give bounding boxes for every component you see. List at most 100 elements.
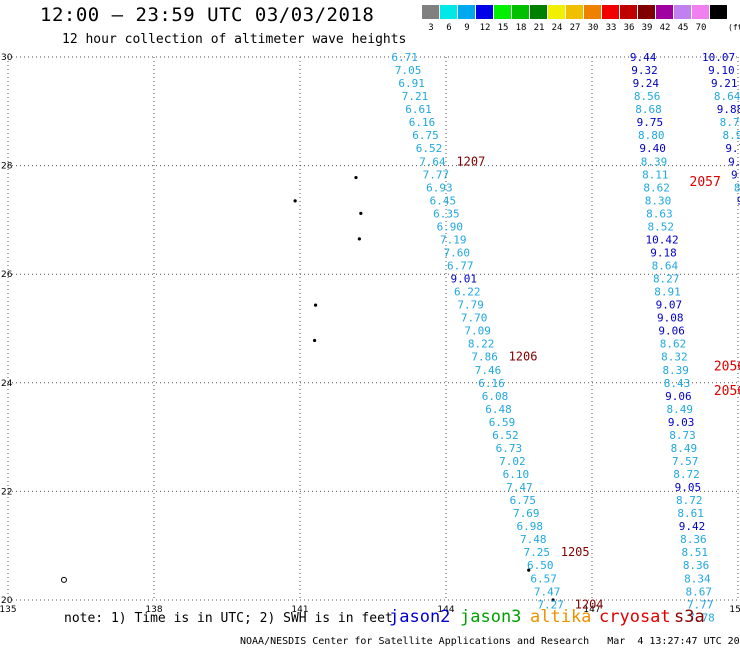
island-marker <box>313 303 318 307</box>
legend-label: 42 <box>659 23 671 33</box>
main-track-value: 6.48 <box>485 403 512 416</box>
far-right-track-value: 9.10 <box>708 64 735 77</box>
right-track-value: 9.75 <box>637 116 664 129</box>
satellite-label-cryosat: cryosat <box>599 607 671 627</box>
far-right-track-value: 9.21 <box>711 77 738 90</box>
right-track-value: 9.08 <box>657 312 684 325</box>
lat-tick-label: 24 <box>1 379 13 389</box>
main-track-value: 7.05 <box>395 64 422 77</box>
right-track-value: 7.78 <box>688 611 715 624</box>
legend-label: 3 <box>428 23 434 33</box>
island-marker <box>359 211 363 215</box>
main-track-value: 6.75 <box>510 494 537 507</box>
island-marker <box>313 338 317 343</box>
lat-tick-label: 20 <box>1 596 13 606</box>
right-track-value: 8.34 <box>684 572 711 585</box>
main-track-value: 6.08 <box>482 390 509 403</box>
right-track-value: 9.32 <box>631 64 658 77</box>
legend-swatch <box>692 5 710 19</box>
footer-note: note: 1) Time is in UTC; 2) SWH is in fe… <box>64 611 393 626</box>
legend-label: 24 <box>551 23 563 33</box>
lon-tick-label: 138 <box>145 605 162 615</box>
satellite-label-jason2: jason2 <box>389 607 451 627</box>
main-track-value: 6.57 <box>530 572 557 585</box>
main-track-value: 6.93 <box>426 181 453 194</box>
island-marker <box>354 175 358 180</box>
main-track-value: 6.52 <box>492 429 519 442</box>
right-track-value: 8.43 <box>664 377 691 390</box>
right-track-value: 8.39 <box>662 364 689 377</box>
legend-label: 33 <box>605 23 617 33</box>
main-track-value: 6.91 <box>398 77 425 90</box>
main-track-value: 6.61 <box>405 103 432 116</box>
main-track-value: 6.75 <box>412 129 439 142</box>
far-right-track-value: 8.64 <box>714 90 740 103</box>
main-track-value: 6.35 <box>433 207 460 220</box>
right-track-value: 8.39 <box>641 155 668 168</box>
right-track-value: 9.03 <box>668 416 695 429</box>
legend-swatch <box>674 5 692 19</box>
main-track-value: 7.47 <box>534 585 561 598</box>
lat-tick-label: 22 <box>1 487 12 497</box>
legend-label: 15 <box>497 23 509 33</box>
main-track-value: 6.52 <box>416 142 443 155</box>
far-right-track-value: 8.93 <box>722 129 740 142</box>
track-time-label: 1204 <box>575 597 604 611</box>
far-right-track-value: 9.25 <box>737 194 740 207</box>
right-track-value: 8.27 <box>653 273 680 286</box>
main-track-value: 6.10 <box>503 468 530 481</box>
right-track-value: 7.57 <box>672 455 699 468</box>
legend-label: 70 <box>695 23 707 33</box>
main-track-value: 7.21 <box>402 90 429 103</box>
lon-tick-label: 135 <box>0 605 17 615</box>
right-track-value: 9.05 <box>675 481 702 494</box>
main-track-value: 6.71 <box>391 51 418 64</box>
right-track-value: 9.18 <box>650 246 677 259</box>
main-track-value: 8.22 <box>468 338 495 351</box>
edge-time-label: 2057 <box>690 175 721 190</box>
far-right-track-value: 8.89 <box>734 181 740 194</box>
right-track-value: 8.67 <box>686 585 713 598</box>
lon-tick-label: 147 <box>583 605 600 615</box>
page-title: 12:00 — 23:59 UTC 03/03/2018 <box>40 4 375 26</box>
edge-time-label: 2056 <box>714 384 740 399</box>
right-track-value: 8.80 <box>638 129 665 142</box>
main-track-value: 6.90 <box>437 220 464 233</box>
right-track-value: 8.73 <box>669 429 696 442</box>
main-track-value: 6.16 <box>478 377 505 390</box>
far-right-track-value: 9.72 <box>728 155 740 168</box>
far-right-track-value: 9.04 <box>731 168 740 181</box>
legend-swatch <box>602 5 620 19</box>
right-track-value: 8.36 <box>683 559 710 572</box>
legend-swatch <box>476 5 494 19</box>
main-track-value: 6.50 <box>527 559 554 572</box>
right-track-value: 9.40 <box>639 142 666 155</box>
main-track-value: 6.98 <box>517 520 544 533</box>
legend-swatch <box>440 5 458 19</box>
legend-swatch <box>512 5 530 19</box>
satellite-label-jason3: jason3 <box>460 607 522 627</box>
island-marker <box>551 598 555 602</box>
right-track-value: 8.51 <box>681 546 708 559</box>
main-track-value: 7.69 <box>513 507 540 520</box>
island-marker <box>357 237 361 241</box>
main-track-value: 7.60 <box>444 246 471 259</box>
legend-swatch <box>638 5 656 19</box>
lon-tick-label: 144 <box>437 605 454 615</box>
main-track-value: 6.73 <box>496 442 523 455</box>
right-track-value: 8.91 <box>654 286 681 299</box>
right-track-value: 9.06 <box>658 325 685 338</box>
satellite-label-altika: altika <box>530 607 592 627</box>
main-track-value: 7.48 <box>520 533 547 546</box>
legend-swatch <box>530 5 548 19</box>
legend-label: 39 <box>641 23 653 33</box>
right-track-value: 8.62 <box>643 181 670 194</box>
right-track-value: 8.11 <box>642 168 669 181</box>
main-track-value: 7.79 <box>457 299 484 312</box>
page-subtitle: 12 hour collection of altimeter wave hei… <box>62 32 407 47</box>
legend-label: 6 <box>446 23 452 33</box>
island-marker <box>527 568 531 572</box>
right-track-value: 8.49 <box>671 442 698 455</box>
right-track-value: 8.49 <box>667 403 694 416</box>
legend-label: 21 <box>533 23 545 33</box>
